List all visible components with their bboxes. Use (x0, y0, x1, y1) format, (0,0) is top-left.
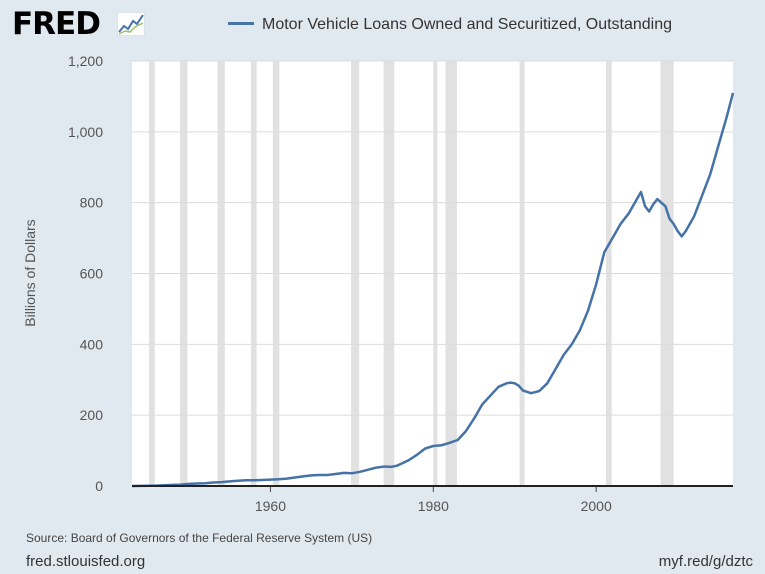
site-link[interactable]: fred.stlouisfed.org (26, 553, 146, 570)
chart-legend: Motor Vehicle Loans Owned and Securitize… (228, 16, 672, 34)
axes: 0 200 400 600 800 1,000 1,200 1960 1980 2000 (68, 53, 733, 514)
y-tick-label: 1,200 (68, 53, 103, 69)
series-line (131, 92, 735, 488)
fred-logo[interactable]: FRED (12, 6, 101, 42)
legend-swatch (228, 21, 254, 25)
x-tick-label: 2000 (581, 498, 612, 514)
y-tick-label: 800 (80, 195, 104, 211)
y-tick-label: 0 (95, 478, 103, 494)
short-link[interactable]: myf.red/g/dztc (658, 553, 753, 570)
y-tick-label: 600 (80, 266, 104, 282)
y-tick-label: 1,000 (68, 124, 103, 140)
legend-label: Motor Vehicle Loans Owned and Securitize… (262, 16, 673, 33)
gridlines (132, 60, 733, 416)
source-note: Source: Board of Governors of the Federa… (26, 531, 373, 545)
series-layer (131, 92, 735, 488)
y-tick-label: 200 (80, 407, 104, 423)
sparkline-chart-icon (117, 12, 145, 36)
y-tick-label: 400 (80, 336, 104, 352)
y-axis-label: Billions of Dollars (22, 219, 38, 327)
x-tick-label: 1980 (418, 498, 449, 514)
x-tick-label: 1960 (255, 498, 286, 514)
